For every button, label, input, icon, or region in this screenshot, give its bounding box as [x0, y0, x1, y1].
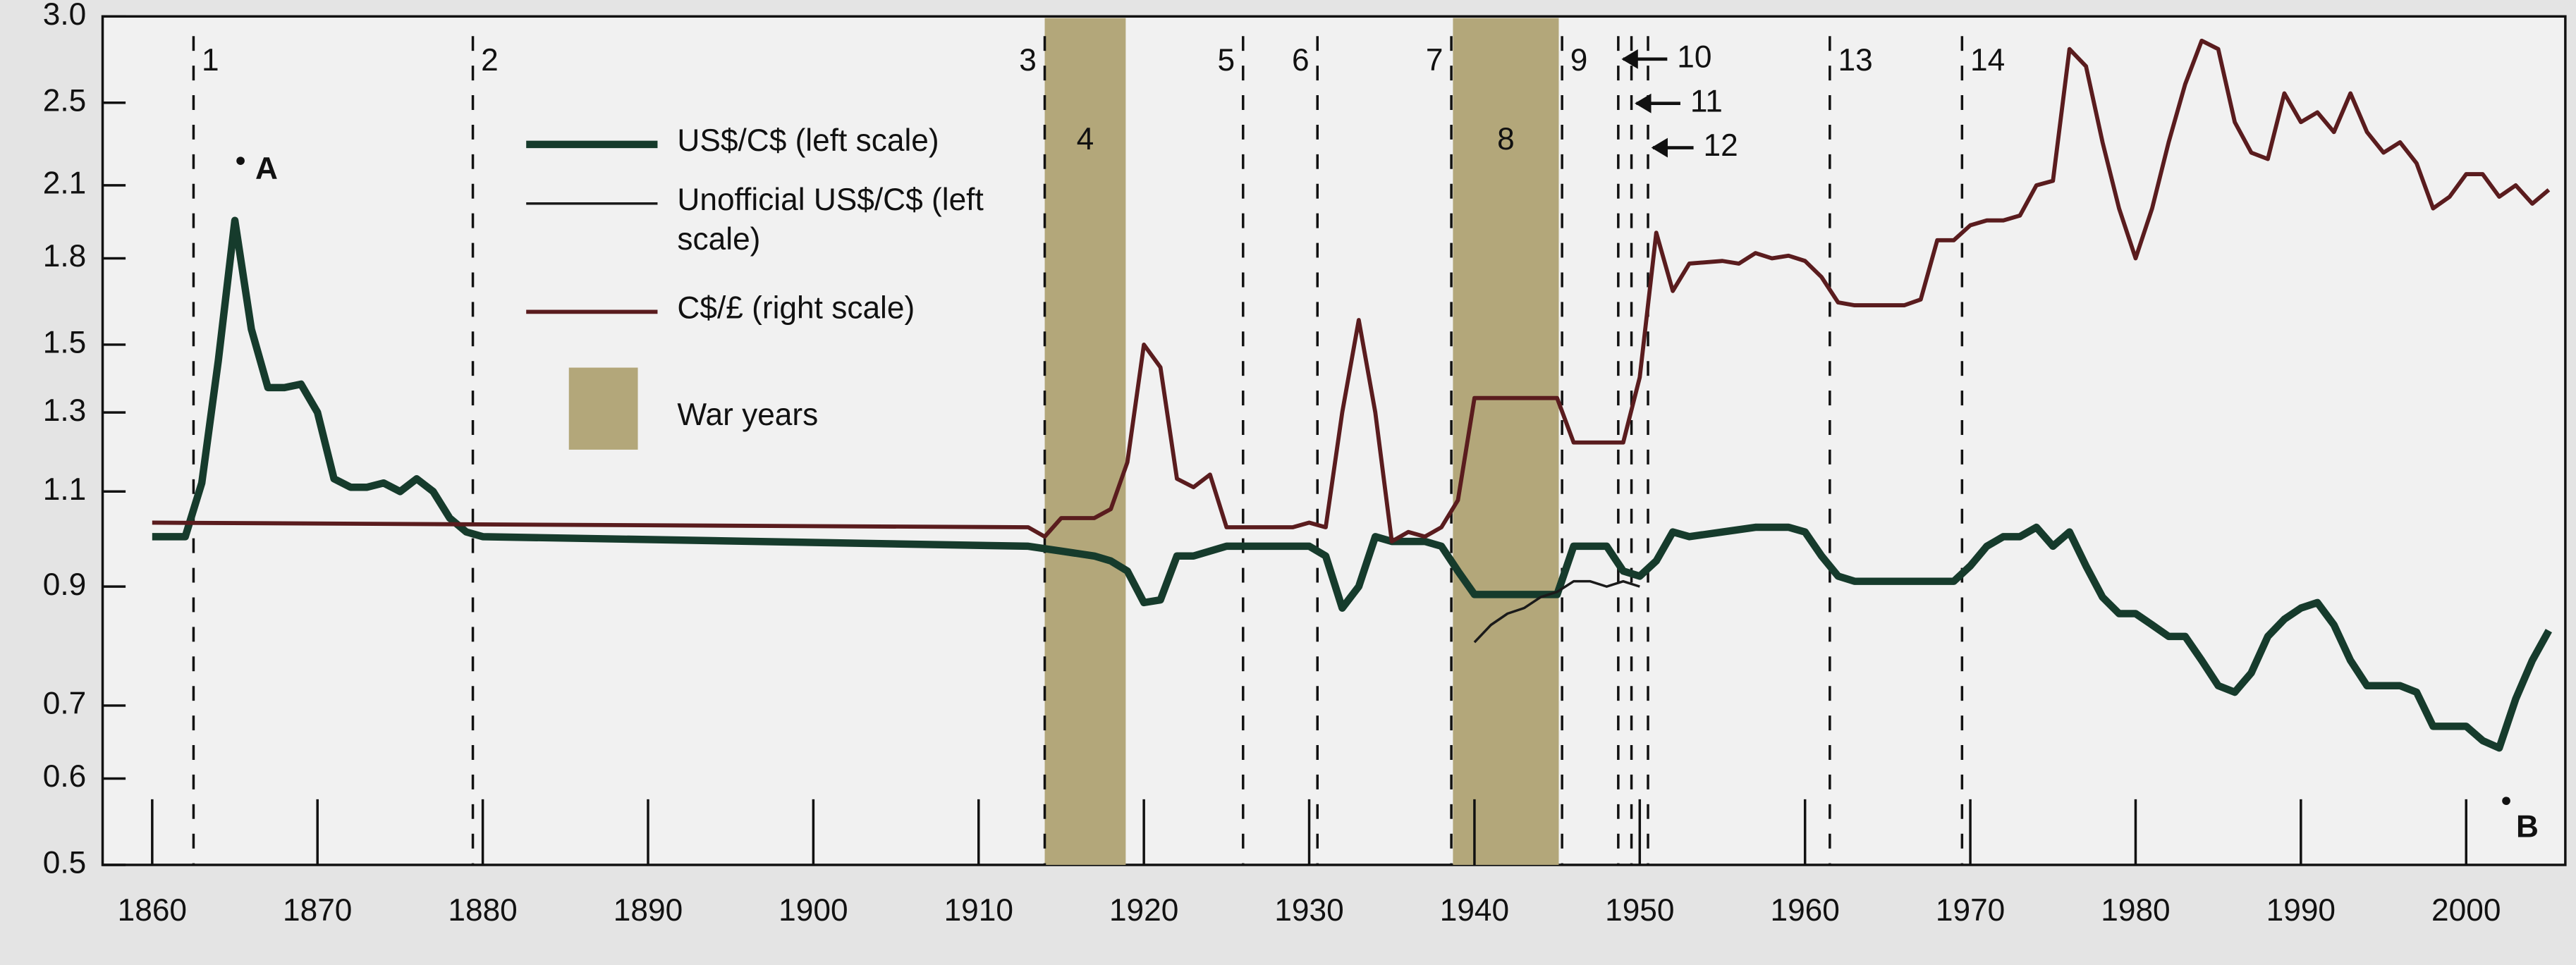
event-arrowhead: [1651, 137, 1668, 158]
x-tick-label: 1870: [283, 893, 352, 928]
x-tick-label: 1880: [448, 893, 517, 928]
legend-swatch: [568, 367, 638, 450]
event-label: 14: [1970, 43, 2005, 78]
event-label: 6: [1292, 43, 1310, 78]
series-line: [152, 38, 2551, 543]
event-label: 1: [202, 43, 219, 78]
series-line: [1473, 579, 1640, 644]
war-shade: [1453, 18, 1559, 865]
event-arrowhead: [1621, 49, 1638, 69]
legend-label: Unofficial US$/C$ (left scale): [677, 183, 984, 258]
x-tick-label: 1940: [1440, 893, 1509, 928]
y-tick-label: 0.7: [43, 687, 86, 721]
y-tick-label: 0.6: [43, 759, 86, 794]
event-label: 2: [481, 43, 499, 78]
x-tick-label: 2000: [2431, 893, 2501, 928]
event-label: 3: [1019, 43, 1037, 78]
legend-item: Unofficial US$/C$ (left scale): [677, 183, 984, 258]
plot-frame: [101, 15, 2567, 866]
x-tick-label: 1960: [1771, 893, 1840, 928]
y-tick-label: 3.0: [43, 0, 86, 32]
war-label: 8: [1497, 122, 1515, 156]
war-shade: [1044, 18, 1126, 865]
x-tick-label: 1990: [2266, 893, 2336, 928]
legend-label: US$/C$ (left scale): [677, 124, 939, 159]
y-tick-label: 0.9: [43, 567, 86, 602]
y-tick-label: 2.5: [43, 83, 86, 118]
event-label: 7: [1426, 43, 1443, 78]
x-tick-label: 1900: [779, 893, 848, 928]
y-tick-label: 0.5: [43, 846, 86, 880]
series-line: [152, 216, 2553, 752]
annotation-dot: [2502, 797, 2510, 805]
annotation: A: [255, 152, 278, 186]
x-tick-label: 1910: [944, 893, 1013, 928]
legend-label: C$/£ (right scale): [677, 292, 915, 327]
event-label: 5: [1218, 43, 1235, 78]
event-label: 12: [1704, 128, 1738, 163]
annotation-dot: [236, 156, 245, 165]
y-tick-label: 1.3: [43, 393, 86, 428]
y-tick-label: 1.1: [43, 472, 86, 507]
x-tick-label: 1950: [1605, 893, 1674, 928]
y-tick-label: 2.1: [43, 166, 86, 201]
x-tick-label: 1860: [118, 893, 187, 928]
x-tick-label: 1920: [1109, 893, 1178, 928]
event-label: 10: [1677, 40, 1711, 75]
annotation: B: [2516, 809, 2539, 844]
legend-item: US$/C$ (left scale): [677, 124, 939, 159]
x-tick-label: 1980: [2101, 893, 2170, 928]
event-label: 13: [1838, 43, 1872, 78]
event-label: 9: [1570, 43, 1588, 78]
x-tick-label: 1930: [1274, 893, 1343, 928]
y-tick-label: 1.5: [43, 326, 86, 360]
legend-item: C$/£ (right scale): [677, 292, 915, 327]
x-tick-label: 1890: [614, 893, 683, 928]
event-label: 11: [1690, 84, 1723, 118]
y-tick-label: 1.8: [43, 239, 86, 273]
legend-label: War years: [677, 398, 818, 432]
x-tick-label: 1970: [1936, 893, 2005, 928]
war-label: 4: [1077, 122, 1094, 156]
